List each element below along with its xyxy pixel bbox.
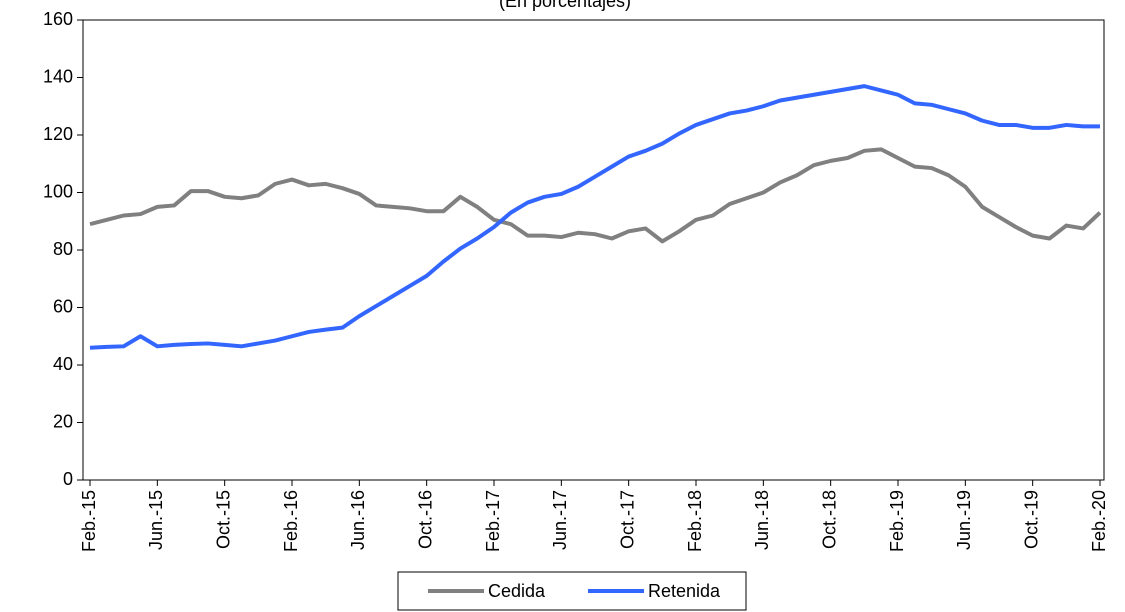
x-tick-label: Oct.-16 xyxy=(415,490,435,549)
y-tick-label: 60 xyxy=(53,296,73,316)
chart-subtitle: (En porcentajes) xyxy=(499,0,631,11)
line-series xyxy=(89,147,1102,244)
x-tick-label: Jun.-18 xyxy=(752,490,772,550)
x-tick-label: Feb.-15 xyxy=(79,490,99,552)
x-tick-label: Oct.-15 xyxy=(213,490,233,549)
x-tick-label: Jun.-16 xyxy=(348,490,368,550)
x-tick-label: Jun.-15 xyxy=(146,490,166,550)
x-tick-label: Oct.-18 xyxy=(819,490,839,549)
y-tick-label: 140 xyxy=(43,66,73,86)
line-series xyxy=(89,84,1100,350)
x-tick-label: Feb.-16 xyxy=(281,490,301,552)
x-tick-label: Feb.-17 xyxy=(483,490,503,552)
legend-label: Cedida xyxy=(488,581,546,601)
y-tick-label: 20 xyxy=(53,411,73,431)
plot-area xyxy=(82,19,1105,481)
y-tick-label: 0 xyxy=(63,469,73,489)
x-tick-label: Feb.-18 xyxy=(685,490,705,552)
y-tick-label: 80 xyxy=(53,239,73,259)
x-tick-label: Oct.-19 xyxy=(1021,490,1041,549)
x-tick-label: Feb.-19 xyxy=(887,490,907,552)
y-tick-label: 160 xyxy=(43,9,73,29)
y-tick-label: 120 xyxy=(43,124,73,144)
x-tick-label: Jun.-17 xyxy=(550,490,570,550)
legend-label: Retenida xyxy=(648,581,721,601)
x-tick-label: Oct.-17 xyxy=(617,490,637,549)
x-tick-label: Jun.-19 xyxy=(954,490,974,550)
y-tick-label: 100 xyxy=(43,181,73,201)
x-tick-label: Feb.-20 xyxy=(1089,490,1109,552)
y-tick-label: 40 xyxy=(53,354,73,374)
